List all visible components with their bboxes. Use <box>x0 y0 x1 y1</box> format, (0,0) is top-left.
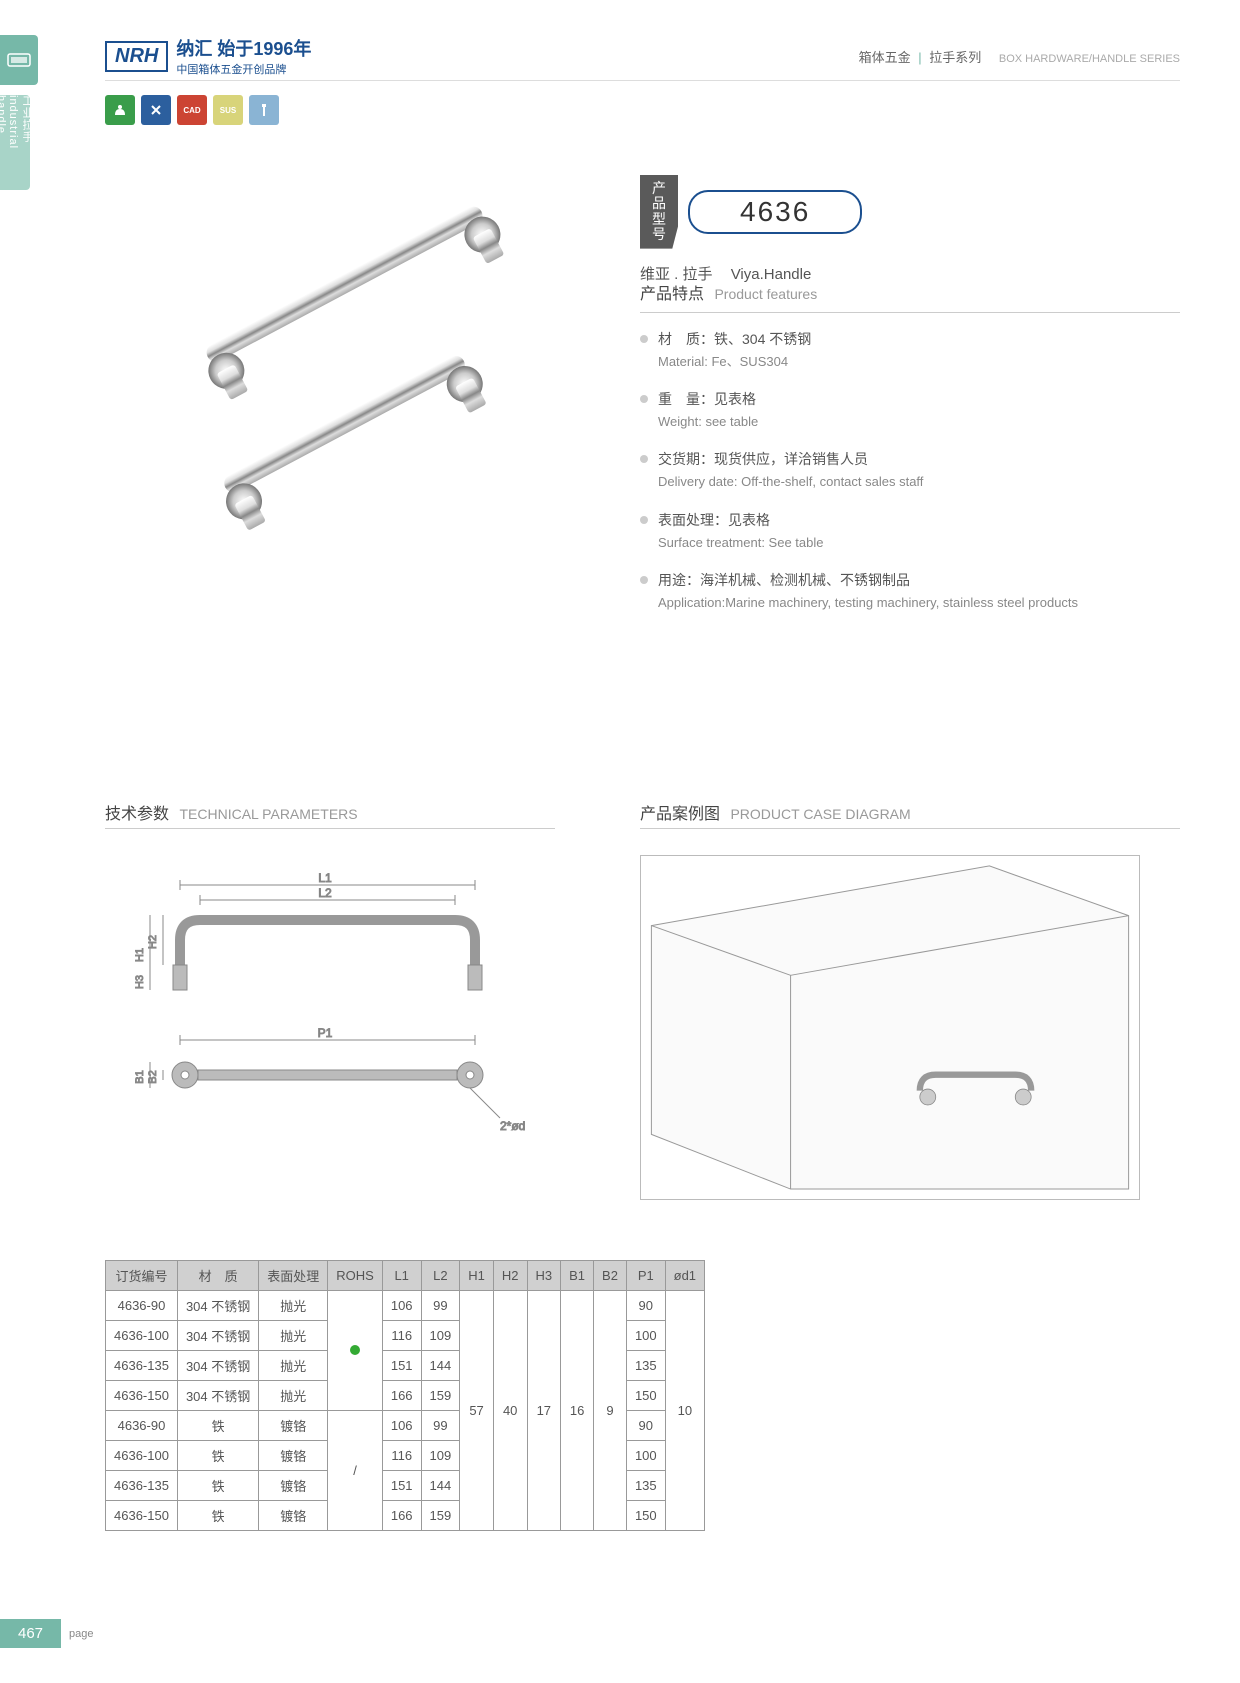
model-block: 产品型号 4636 维亚 . 拉手 Viya.Handle <box>640 175 862 284</box>
page-label: page <box>69 1628 93 1640</box>
features-title: 产品特点 Product features <box>640 280 1180 304</box>
header-divider <box>105 80 1180 81</box>
svg-text:L2: L2 <box>318 886 332 900</box>
page-header: NRH 纳汇 始于1996年 中国箱体五金开创品牌 箱体五金 | 拉手系列 BO… <box>105 35 1180 77</box>
divider <box>640 828 1180 829</box>
features-section: 产品特点 Product features 材 质：铁、304 不锈钢Mater… <box>640 280 1180 630</box>
table-header: L1 <box>382 1261 421 1291</box>
cert-icon <box>105 95 135 125</box>
table-header: H1 <box>460 1261 494 1291</box>
page-number: 467 <box>0 1619 61 1648</box>
logo-mark: NRH <box>105 41 168 72</box>
table-header: 材 质 <box>177 1261 258 1291</box>
product-case-diagram <box>640 855 1140 1200</box>
table-header: ød1 <box>665 1261 704 1291</box>
cert-icon-row: CAD SUS <box>105 95 279 125</box>
table-header: 表面处理 <box>259 1261 328 1291</box>
cert-icon: CAD <box>177 95 207 125</box>
svg-text:H2: H2 <box>147 935 159 949</box>
svg-text:L1: L1 <box>318 871 332 885</box>
specification-table: 订货编号材 质表面处理ROHSL1L2H1H2H3B1B2P1ød1 4636-… <box>105 1260 705 1531</box>
cert-icon <box>141 95 171 125</box>
svg-text:B1: B1 <box>134 1070 146 1083</box>
table-header: L2 <box>421 1261 460 1291</box>
svg-text:2*ød1: 2*ød1 <box>500 1119 525 1133</box>
table-header: H2 <box>493 1261 527 1291</box>
table-header: B1 <box>561 1261 594 1291</box>
tech-params-title: 技术参数 TECHNICAL PARAMETERS <box>105 800 358 824</box>
table-header: B2 <box>594 1261 627 1291</box>
table-header: P1 <box>626 1261 665 1291</box>
table-header: ROHS <box>328 1261 383 1291</box>
feature-item: 用途：海洋机械、检测机械、不锈钢制品Application:Marine mac… <box>640 570 1180 612</box>
page-footer: 467 page <box>0 1619 94 1648</box>
cert-icon: SUS <box>213 95 243 125</box>
divider <box>105 828 555 829</box>
technical-drawing: L1 L2 H1 H2 H3 P1 B1 B2 2*ød1 <box>105 870 525 1170</box>
divider <box>640 312 1180 313</box>
feature-item: 材 质：铁、304 不锈钢Material: Fe、SUS304 <box>640 329 1180 371</box>
logo-subtitle: 中国箱体五金开创品牌 <box>176 61 311 77</box>
svg-text:P1: P1 <box>318 1026 333 1040</box>
logo-cn: 纳汇 始于1996年 <box>176 35 311 61</box>
product-photo <box>130 155 560 575</box>
table-row: 4636-90304 不锈钢抛光106995740171699010 <box>106 1291 705 1321</box>
table-header: H3 <box>527 1261 561 1291</box>
side-category-label: 工业拉手 industrial handle <box>0 95 30 190</box>
table-header: 订货编号 <box>106 1261 178 1291</box>
cert-icon <box>249 95 279 125</box>
svg-text:H3: H3 <box>134 975 146 989</box>
svg-text:B2: B2 <box>147 1070 159 1083</box>
case-diagram-title: 产品案例图 PRODUCT CASE DIAGRAM <box>640 800 911 824</box>
logo-block: NRH 纳汇 始于1996年 中国箱体五金开创品牌 <box>105 35 311 77</box>
header-category: 箱体五金 | 拉手系列 BOX HARDWARE/HANDLE SERIES <box>859 47 1180 66</box>
feature-item: 交货期：现货供应，详洽销售人员Delivery date: Off-the-sh… <box>640 449 1180 491</box>
side-tab-icon <box>0 35 38 85</box>
feature-item: 表面处理：见表格Surface treatment: See table <box>640 510 1180 552</box>
svg-text:H1: H1 <box>134 948 146 962</box>
feature-item: 重 量：见表格Weight: see table <box>640 389 1180 431</box>
model-label: 产品型号 <box>640 175 678 249</box>
model-number: 4636 <box>688 190 862 234</box>
